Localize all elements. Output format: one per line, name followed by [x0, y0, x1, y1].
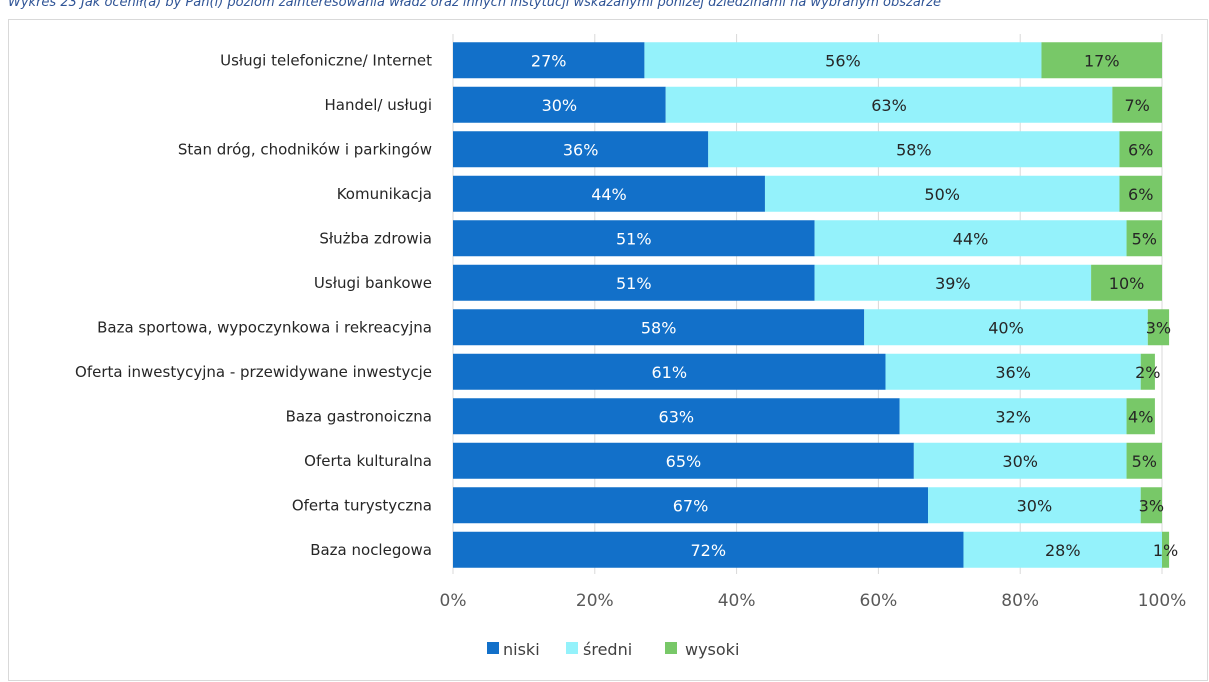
data-label: 67%	[673, 496, 709, 515]
bar-segment-wysoki	[1162, 531, 1170, 568]
bar-segment-niski	[453, 264, 815, 301]
x-tick-label: 80%	[1001, 591, 1039, 611]
category-label: Komunikacja	[337, 185, 432, 203]
category-label: Usługi telefoniczne/ Internet	[220, 51, 432, 69]
chart-caption: Wykres 23 Jak ocenił(a) by Pan(i) poziom…	[8, 0, 941, 10]
bar-segment-sredni	[764, 175, 1120, 212]
bar-segment-sredni	[899, 398, 1127, 435]
data-label: 4%	[1128, 407, 1153, 426]
bar-segment-sredni	[708, 131, 1120, 168]
legend-swatch-niski	[487, 642, 499, 654]
bar-segment-wysoki	[1126, 398, 1155, 435]
data-label: 36%	[563, 140, 599, 159]
data-label: 6%	[1128, 185, 1153, 204]
x-tick-label: 40%	[718, 591, 756, 611]
category-label: Oferta kulturalna	[304, 452, 432, 470]
bar-segment-wysoki	[1091, 264, 1162, 301]
data-label: 17%	[1084, 51, 1120, 70]
bar-segment-sredni	[814, 264, 1092, 301]
bar-segment-sredni	[928, 487, 1141, 524]
legend-label: niski	[503, 640, 540, 659]
bar-segment-sredni	[644, 42, 1042, 79]
bar-segment-niski	[453, 309, 865, 346]
data-label: 51%	[616, 229, 652, 248]
bar-segment-wysoki	[1147, 309, 1170, 346]
x-tick-label: 100%	[1138, 591, 1187, 611]
data-label: 27%	[531, 51, 567, 70]
data-label: 44%	[591, 185, 627, 204]
bar-segment-sredni	[885, 353, 1141, 390]
data-label: 5%	[1132, 229, 1157, 248]
data-label: 28%	[1045, 541, 1081, 560]
x-tick-label: 20%	[576, 591, 614, 611]
bar-segment-wysoki	[1041, 42, 1162, 79]
legend-swatch-wysoki	[665, 642, 677, 654]
x-tick-label: 60%	[860, 591, 898, 611]
bar-segment-sredni	[963, 531, 1162, 568]
bar-segment-sredni	[864, 309, 1148, 346]
bar-segment-niski	[453, 220, 815, 257]
bar-segment-wysoki	[1112, 86, 1162, 123]
bar-segment-niski	[453, 175, 765, 212]
bar-segment-wysoki	[1119, 131, 1162, 168]
data-label: 63%	[871, 96, 907, 115]
data-label: 2%	[1135, 363, 1160, 382]
data-label: 30%	[1002, 452, 1038, 471]
category-label: Baza sportowa, wypoczynkowa i rekreacyjn…	[97, 318, 432, 336]
data-label: 7%	[1124, 96, 1149, 115]
bar-segment-niski	[453, 131, 709, 168]
data-label: 61%	[651, 363, 687, 382]
data-label: 3%	[1139, 496, 1164, 515]
category-label: Usługi bankowe	[314, 274, 432, 292]
legend-label: średni	[583, 640, 632, 659]
chart-area	[8, 19, 1208, 681]
legend-swatch-sredni	[566, 642, 578, 654]
data-label: 30%	[1017, 496, 1053, 515]
bar-segment-sredni	[665, 86, 1113, 123]
data-label: 39%	[935, 274, 971, 293]
data-label: 3%	[1146, 318, 1171, 337]
data-label: 1%	[1153, 541, 1178, 560]
data-label: 58%	[641, 318, 677, 337]
data-label: 30%	[542, 96, 578, 115]
legend-label: wysoki	[685, 640, 739, 659]
data-label: 10%	[1109, 274, 1145, 293]
data-label: 51%	[616, 274, 652, 293]
bar-segment-niski	[453, 353, 886, 390]
data-label: 56%	[825, 51, 861, 70]
bar-segment-niski	[453, 531, 964, 568]
category-label: Baza noclegowa	[310, 541, 432, 559]
category-label: Oferta turystyczna	[292, 496, 432, 514]
bar-segment-wysoki	[1126, 220, 1162, 257]
bar-segment-sredni	[814, 220, 1127, 257]
data-label: 36%	[995, 363, 1031, 382]
data-label: 32%	[995, 407, 1031, 426]
data-label: 40%	[988, 318, 1024, 337]
bar-segment-wysoki	[1119, 175, 1162, 212]
bar-segment-niski	[453, 86, 666, 123]
data-label: 65%	[666, 452, 702, 471]
bar-segment-wysoki	[1126, 442, 1162, 479]
category-label: Stan dróg, chodników i parkingów	[178, 140, 432, 158]
data-label: 72%	[690, 541, 726, 560]
category-label: Handel/ usługi	[325, 96, 433, 114]
data-label: 6%	[1128, 140, 1153, 159]
category-label: Baza gastronoiczna	[286, 407, 432, 425]
bar-segment-wysoki	[1140, 353, 1155, 390]
bar-segment-sredni	[913, 442, 1127, 479]
category-label: Oferta inwestycyjna - przewidywane inwes…	[75, 363, 432, 381]
data-label: 44%	[953, 229, 989, 248]
bar-segment-niski	[453, 487, 929, 524]
category-label: Służba zdrowia	[319, 229, 432, 247]
data-label: 63%	[659, 407, 695, 426]
data-label: 58%	[896, 140, 932, 159]
bar-segment-niski	[453, 42, 645, 79]
data-label: 5%	[1132, 452, 1157, 471]
bar-segment-niski	[453, 398, 900, 435]
data-label: 50%	[924, 185, 960, 204]
bar-segment-niski	[453, 442, 914, 479]
x-tick-label: 0%	[440, 591, 467, 611]
bar-segment-wysoki	[1140, 487, 1162, 524]
